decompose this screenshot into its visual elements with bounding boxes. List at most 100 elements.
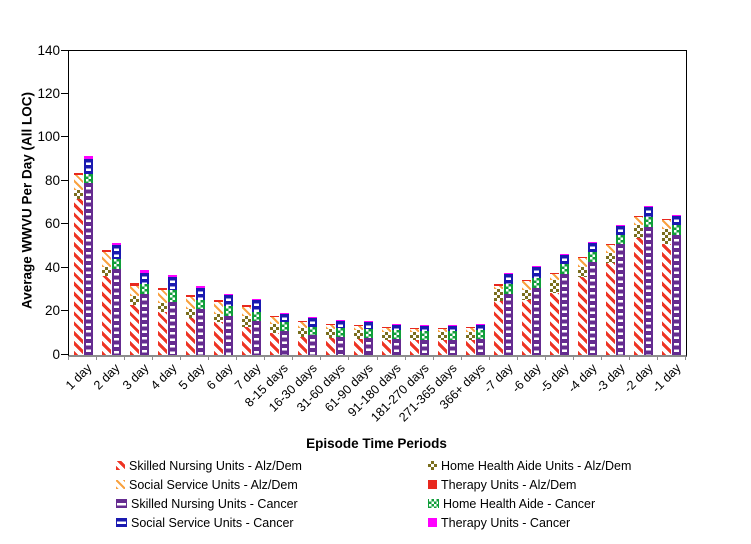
legend-swatch-icon bbox=[428, 518, 437, 527]
stacked-bar-cancer bbox=[644, 206, 654, 355]
bar-segment bbox=[466, 327, 476, 333]
legend-swatch-icon bbox=[116, 518, 127, 527]
bar-segment bbox=[251, 298, 261, 300]
stacked-bar-alzdem bbox=[410, 327, 420, 355]
bar-segment bbox=[578, 257, 588, 259]
bar-segment bbox=[522, 299, 532, 355]
bar-segment bbox=[382, 339, 392, 355]
x-axis-tick bbox=[600, 356, 602, 360]
bar-segment bbox=[129, 283, 139, 286]
bar-segment bbox=[101, 275, 111, 355]
y-tick-label: 40 bbox=[44, 259, 60, 275]
bar-segment bbox=[476, 324, 486, 331]
bar-segment bbox=[213, 313, 223, 323]
bar-segment bbox=[307, 326, 317, 336]
bar-segment bbox=[634, 216, 644, 218]
bar-segment bbox=[578, 276, 588, 355]
y-axis-tick bbox=[61, 353, 68, 355]
y-tick-label: 0 bbox=[52, 346, 60, 362]
legend-label: Home Health Aide Units - Alz/Dem bbox=[441, 458, 632, 473]
x-tick-label: -1 day bbox=[649, 361, 684, 396]
bar-segment bbox=[185, 297, 195, 310]
bar-segment bbox=[662, 244, 672, 355]
y-tick-label: 100 bbox=[37, 129, 60, 145]
bar-segment bbox=[101, 251, 111, 268]
bar-segment bbox=[476, 323, 486, 325]
bar-segment bbox=[616, 234, 626, 245]
stacked-bar-cancer bbox=[335, 320, 345, 355]
bar-segment bbox=[297, 327, 307, 337]
stacked-bar-alzdem bbox=[157, 287, 167, 355]
bar-segment bbox=[662, 220, 672, 230]
bar-segment bbox=[448, 331, 458, 340]
y-tick-label: 140 bbox=[37, 42, 60, 58]
bar-segment bbox=[644, 207, 654, 218]
bar-segment bbox=[195, 309, 205, 355]
bar-segment bbox=[494, 300, 504, 355]
stacked-bar-cancer bbox=[195, 285, 205, 355]
bar-segment bbox=[410, 332, 420, 340]
bar-segment bbox=[269, 333, 279, 355]
legend-item: Skilled Nursing Units - Cancer bbox=[116, 497, 428, 511]
bar-segment bbox=[522, 289, 532, 300]
stacked-bar-alzdem bbox=[185, 295, 195, 355]
bar-segment bbox=[672, 234, 682, 355]
bar-segment bbox=[167, 276, 177, 290]
stacked-bar-cancer bbox=[532, 266, 542, 355]
bar-segment bbox=[83, 158, 93, 174]
bar-segment bbox=[392, 324, 402, 331]
stacked-bar-cancer bbox=[448, 324, 458, 355]
bar-segment bbox=[606, 244, 616, 246]
bar-segment bbox=[578, 267, 588, 277]
bar-segment bbox=[307, 318, 317, 327]
stacked-bar-alzdem bbox=[494, 284, 504, 355]
x-axis-tick bbox=[152, 356, 154, 360]
x-axis-tick bbox=[516, 356, 518, 360]
bar-segment bbox=[195, 285, 205, 288]
bar-segment bbox=[532, 267, 542, 278]
x-axis-tick bbox=[404, 356, 406, 360]
stacked-bar-cancer bbox=[111, 243, 121, 355]
y-tick-label: 20 bbox=[44, 303, 60, 319]
bar-segment bbox=[382, 327, 392, 333]
x-axis-tick bbox=[236, 356, 238, 360]
stacked-bar-cancer bbox=[476, 323, 486, 355]
bar-segment bbox=[392, 323, 402, 325]
bar-segment bbox=[157, 289, 167, 303]
bar-segment bbox=[588, 243, 598, 252]
bar-segment bbox=[550, 280, 560, 294]
bar-segment bbox=[325, 324, 335, 329]
bar-segment bbox=[560, 254, 570, 256]
x-tick-label: 2 day bbox=[91, 361, 123, 393]
stacked-bar-cancer bbox=[251, 298, 261, 355]
bar-segment bbox=[494, 284, 504, 286]
x-axis-tick bbox=[208, 356, 210, 360]
legend-item: Home Health Aide Units - Alz/Dem bbox=[428, 459, 740, 473]
stacked-bar-alzdem bbox=[438, 327, 448, 355]
bar-segment bbox=[251, 311, 261, 322]
bar-segment bbox=[129, 305, 139, 355]
bar-segment bbox=[251, 299, 261, 312]
bar-segment bbox=[634, 224, 644, 238]
x-tick-label: 4 day bbox=[147, 361, 180, 393]
bar-segment bbox=[223, 306, 233, 316]
stacked-bar-cancer bbox=[504, 272, 514, 355]
x-axis-tick bbox=[488, 356, 490, 360]
bar-segment bbox=[269, 315, 279, 318]
stacked-bar-alzdem bbox=[606, 244, 616, 355]
bar-segment bbox=[606, 245, 616, 253]
bar-segment bbox=[297, 321, 307, 323]
bar-segment bbox=[438, 328, 448, 333]
bar-segment bbox=[410, 328, 420, 333]
legend-label: Skilled Nursing Units - Alz/Dem bbox=[129, 458, 302, 473]
bar-segment bbox=[410, 339, 420, 355]
bar-segment bbox=[644, 217, 654, 227]
x-tick-label: 3 day bbox=[119, 361, 152, 393]
bar-segment bbox=[185, 295, 195, 298]
y-axis-tick bbox=[61, 223, 68, 225]
bar-segment bbox=[139, 270, 149, 273]
stacked-bar-cancer bbox=[279, 312, 289, 355]
bar-segment bbox=[494, 288, 504, 301]
x-axis-tick bbox=[320, 356, 322, 360]
legend-swatch-icon bbox=[116, 461, 125, 470]
